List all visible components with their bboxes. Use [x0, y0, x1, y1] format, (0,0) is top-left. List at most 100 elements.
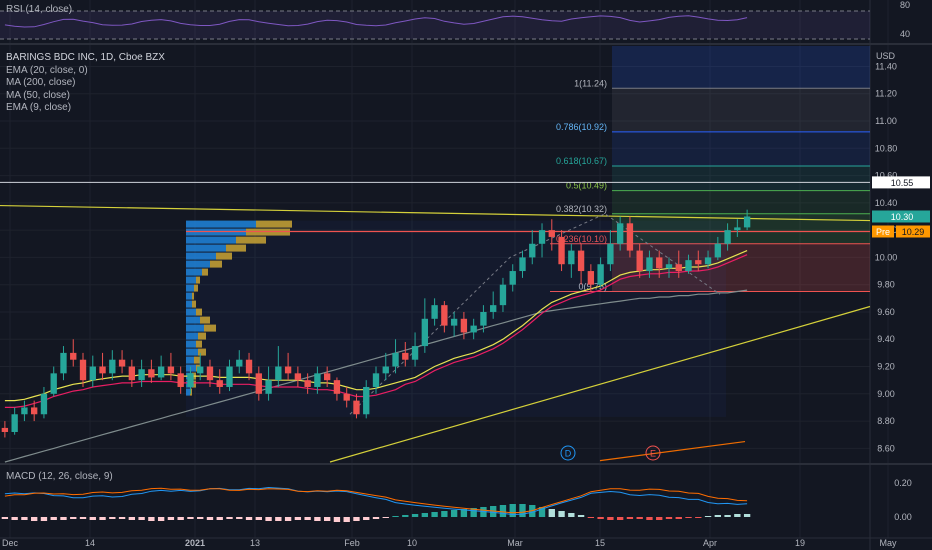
macd-histogram-bar [509, 504, 516, 517]
volume-profile-bar [186, 300, 192, 308]
macd-histogram-bar [294, 517, 302, 520]
macd-histogram-bar [685, 517, 692, 518]
fib-level-label: 1(11.24) [574, 78, 607, 88]
time-tick: May [879, 538, 897, 548]
candle-body [577, 250, 585, 272]
pre-tag-label: Pre [876, 227, 890, 237]
legend-ema20[interactable]: EMA (20, close, 0) [6, 64, 88, 76]
candle-body [128, 366, 136, 381]
macd-histogram-bar [568, 513, 575, 517]
candle-body [607, 243, 614, 265]
volume-profile-bar [204, 324, 216, 332]
fib-zone [612, 131, 870, 167]
price-tick: 11.20 [875, 89, 897, 99]
macd-histogram-bar [187, 517, 194, 519]
macd-histogram-bar [548, 509, 555, 517]
candle-body [529, 243, 536, 258]
macd-histogram-bar [148, 517, 155, 521]
candle-body [79, 359, 87, 381]
macd-histogram-bar [558, 511, 565, 517]
macd-histogram-bar [724, 515, 731, 517]
volume-profile-bar [186, 252, 216, 260]
macd-histogram-bar [441, 511, 448, 517]
fib-zone [612, 166, 870, 191]
macd-histogram-bar [40, 517, 48, 521]
macd-histogram-bar [665, 517, 673, 519]
earnings-event-icon [645, 445, 661, 461]
time-tick: 13 [250, 538, 260, 548]
macd-histogram-bar [245, 517, 253, 520]
macd-histogram-bar [304, 517, 311, 520]
resistance-trendline [0, 204, 871, 222]
macd-histogram-bar [99, 517, 106, 520]
macd-histogram-bar [197, 517, 204, 519]
volume-profile-bar [196, 276, 200, 284]
candle-body [353, 400, 360, 415]
candle-body [60, 352, 67, 374]
candle-body [40, 393, 48, 415]
candle-body [11, 414, 18, 432]
macd-histogram-bar [695, 517, 702, 518]
legend-ma50[interactable]: MA (50, close) [6, 89, 70, 101]
legend-ma200[interactable]: MA (200, close) [6, 77, 76, 88]
level-price-tag-bg [872, 176, 930, 189]
candle-body [636, 250, 643, 272]
fib-zone [612, 243, 870, 292]
macd-histogram-bar [675, 517, 682, 519]
macd-histogram-bar [743, 514, 751, 517]
price-tick: 9.80 [877, 280, 895, 290]
rsi-tick-80: 80 [900, 0, 910, 10]
macd-histogram-bar [353, 517, 360, 521]
candle-body [490, 305, 497, 312]
support-trendline [329, 305, 871, 463]
macd-histogram-bar [275, 517, 282, 521]
rsi-tick-40: 40 [900, 29, 910, 39]
volume-profile-bar [186, 276, 196, 284]
time-tick: 15 [595, 538, 605, 548]
macd-histogram-bar [31, 517, 38, 521]
volume-profile-bar [186, 340, 196, 348]
candle-body [99, 366, 106, 374]
fib-level-label: 0.786(10.92) [556, 122, 607, 132]
volume-profile-bar [256, 220, 292, 228]
volume-profile-bar [196, 340, 202, 348]
candle-body [167, 366, 175, 374]
macd-histogram-bar [450, 510, 458, 517]
price-tick: 8.80 [877, 416, 895, 426]
candle-body [470, 325, 477, 333]
macd-histogram-bar [50, 517, 57, 520]
candle-body [314, 373, 321, 387]
candle-body [226, 366, 233, 387]
macd-histogram-bar [167, 517, 175, 520]
candle-body [109, 359, 116, 374]
volume-profile-bar [186, 388, 190, 396]
macd-histogram-bar [734, 514, 741, 517]
fib-level-label: 0(9.75) [578, 282, 607, 292]
candle-body [734, 227, 741, 231]
volume-profile-bar [186, 356, 194, 364]
candle-body [743, 216, 751, 228]
macd-histogram-bar [392, 516, 399, 517]
candle-body [392, 352, 399, 367]
ma200-line [599, 440, 746, 462]
candle-body [31, 407, 38, 415]
macd-line [4, 486, 748, 516]
legend-ema9[interactable]: EMA (9, close) [6, 102, 72, 113]
candle-body [441, 305, 448, 326]
candle-body [558, 236, 565, 265]
price-tick: 10.40 [875, 198, 898, 208]
candle-body [284, 366, 292, 374]
price-tick: 9.20 [877, 362, 895, 372]
candle-body [450, 318, 458, 326]
macd-histogram-bar [284, 517, 292, 521]
candle-body [402, 352, 409, 360]
candle-body [548, 230, 555, 237]
fib-zone [612, 46, 870, 89]
price-tick: 8.60 [877, 443, 895, 453]
macd-histogram-bar [206, 517, 214, 520]
macd-histogram-bar [607, 517, 614, 520]
macd-histogram-bar [89, 517, 96, 520]
candle-body [197, 366, 204, 374]
candle-body [363, 386, 370, 415]
